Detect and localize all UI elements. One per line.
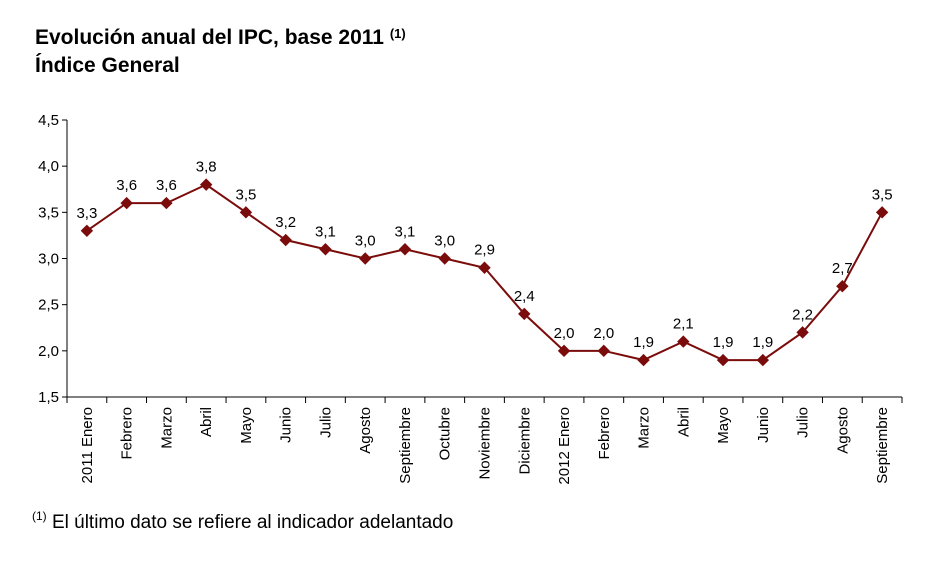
- y-tick-label: 3,5: [38, 204, 59, 221]
- data-point-marker: [478, 261, 491, 274]
- data-point-marker: [319, 243, 332, 256]
- y-tick-label: 3,0: [38, 251, 59, 268]
- x-category-label: Mayo: [238, 407, 255, 444]
- data-label: 3,1: [395, 223, 416, 240]
- data-point-marker: [518, 307, 531, 321]
- x-category-label: Septiembre: [874, 407, 891, 484]
- data-label: 3,1: [315, 223, 336, 240]
- data-point-marker: [279, 233, 292, 247]
- data-label: 2,2: [792, 306, 813, 323]
- data-point-marker: [637, 353, 650, 367]
- x-category-label: Mayo: [715, 407, 732, 444]
- data-label: 2,4: [514, 288, 535, 305]
- data-point-marker: [80, 224, 94, 238]
- data-point-marker: [875, 206, 889, 219]
- data-point-marker: [557, 344, 571, 358]
- title-text: Evolución anual del IPC, base 2011: [35, 26, 384, 49]
- x-category-label: Abril: [675, 407, 692, 437]
- data-label: 3,8: [196, 159, 217, 176]
- y-tick-label: 1,5: [38, 389, 59, 406]
- x-category-label: 2012 Enero: [556, 407, 573, 485]
- data-label: 3,5: [872, 186, 893, 203]
- y-tick-label: 2,5: [38, 297, 59, 314]
- data-point-marker: [756, 353, 770, 367]
- x-category-label: Diciembre: [516, 407, 533, 475]
- x-category-label: Agosto: [834, 407, 851, 454]
- data-point-marker: [836, 279, 849, 293]
- data-point-marker: [796, 326, 809, 339]
- y-tick-label: 2,0: [38, 343, 59, 360]
- data-label: 1,9: [633, 334, 654, 351]
- footnote: (1) El último dato se refiere al indicad…: [32, 509, 454, 534]
- y-tick-label: 4,5: [38, 112, 59, 129]
- x-category-label: Octubre: [437, 407, 454, 460]
- x-category-label: Febrero: [119, 407, 136, 460]
- data-point-marker: [597, 344, 610, 358]
- x-category-label: Julio: [795, 407, 812, 438]
- data-label: 3,2: [275, 214, 296, 231]
- data-label: 2,9: [474, 242, 495, 259]
- data-point-marker: [359, 252, 372, 265]
- data-label: 1,9: [752, 334, 773, 351]
- x-category-label: Septiembre: [397, 407, 414, 484]
- x-category-label: Agosto: [357, 407, 374, 454]
- footnote-mark: (1): [32, 509, 47, 523]
- chart-title: Evolución anual del IPC, base 2011 (1) Í…: [35, 24, 406, 80]
- data-label: 3,6: [116, 177, 137, 194]
- data-point-marker: [160, 196, 173, 210]
- x-category-label: Junio: [278, 407, 295, 443]
- data-point-marker: [677, 335, 690, 348]
- x-category-label: Marzo: [636, 407, 653, 449]
- data-point-marker: [398, 243, 412, 256]
- y-tick-label: 4,0: [38, 158, 59, 175]
- data-label: 3,0: [355, 233, 376, 250]
- data-point-marker: [716, 353, 730, 367]
- data-point-marker: [239, 206, 253, 219]
- chart-subtitle: Índice General: [35, 54, 180, 77]
- data-label: 2,7: [832, 260, 853, 277]
- x-category-label: Abril: [198, 407, 215, 437]
- x-category-label: Marzo: [158, 407, 175, 449]
- data-label: 2,0: [593, 325, 614, 342]
- data-point-marker: [438, 252, 451, 265]
- data-label: 3,6: [156, 177, 177, 194]
- footnote-text: El último dato se refiere al indicador a…: [51, 512, 454, 533]
- data-label: 3,3: [76, 205, 97, 222]
- x-category-label: Febrero: [596, 407, 613, 460]
- data-point-marker: [199, 178, 213, 191]
- data-point-marker: [120, 196, 133, 210]
- title-note: (1): [389, 26, 406, 41]
- data-label: 2,1: [673, 316, 694, 333]
- data-label: 2,0: [554, 325, 575, 342]
- x-category-label: Noviembre: [477, 407, 494, 480]
- data-label: 3,5: [235, 186, 256, 203]
- x-category-label: Julio: [317, 407, 334, 438]
- x-category-label: 2011 Enero: [79, 407, 96, 483]
- x-category-label: Junio: [755, 407, 772, 443]
- data-label: 1,9: [713, 334, 734, 351]
- data-label: 3,0: [434, 233, 455, 250]
